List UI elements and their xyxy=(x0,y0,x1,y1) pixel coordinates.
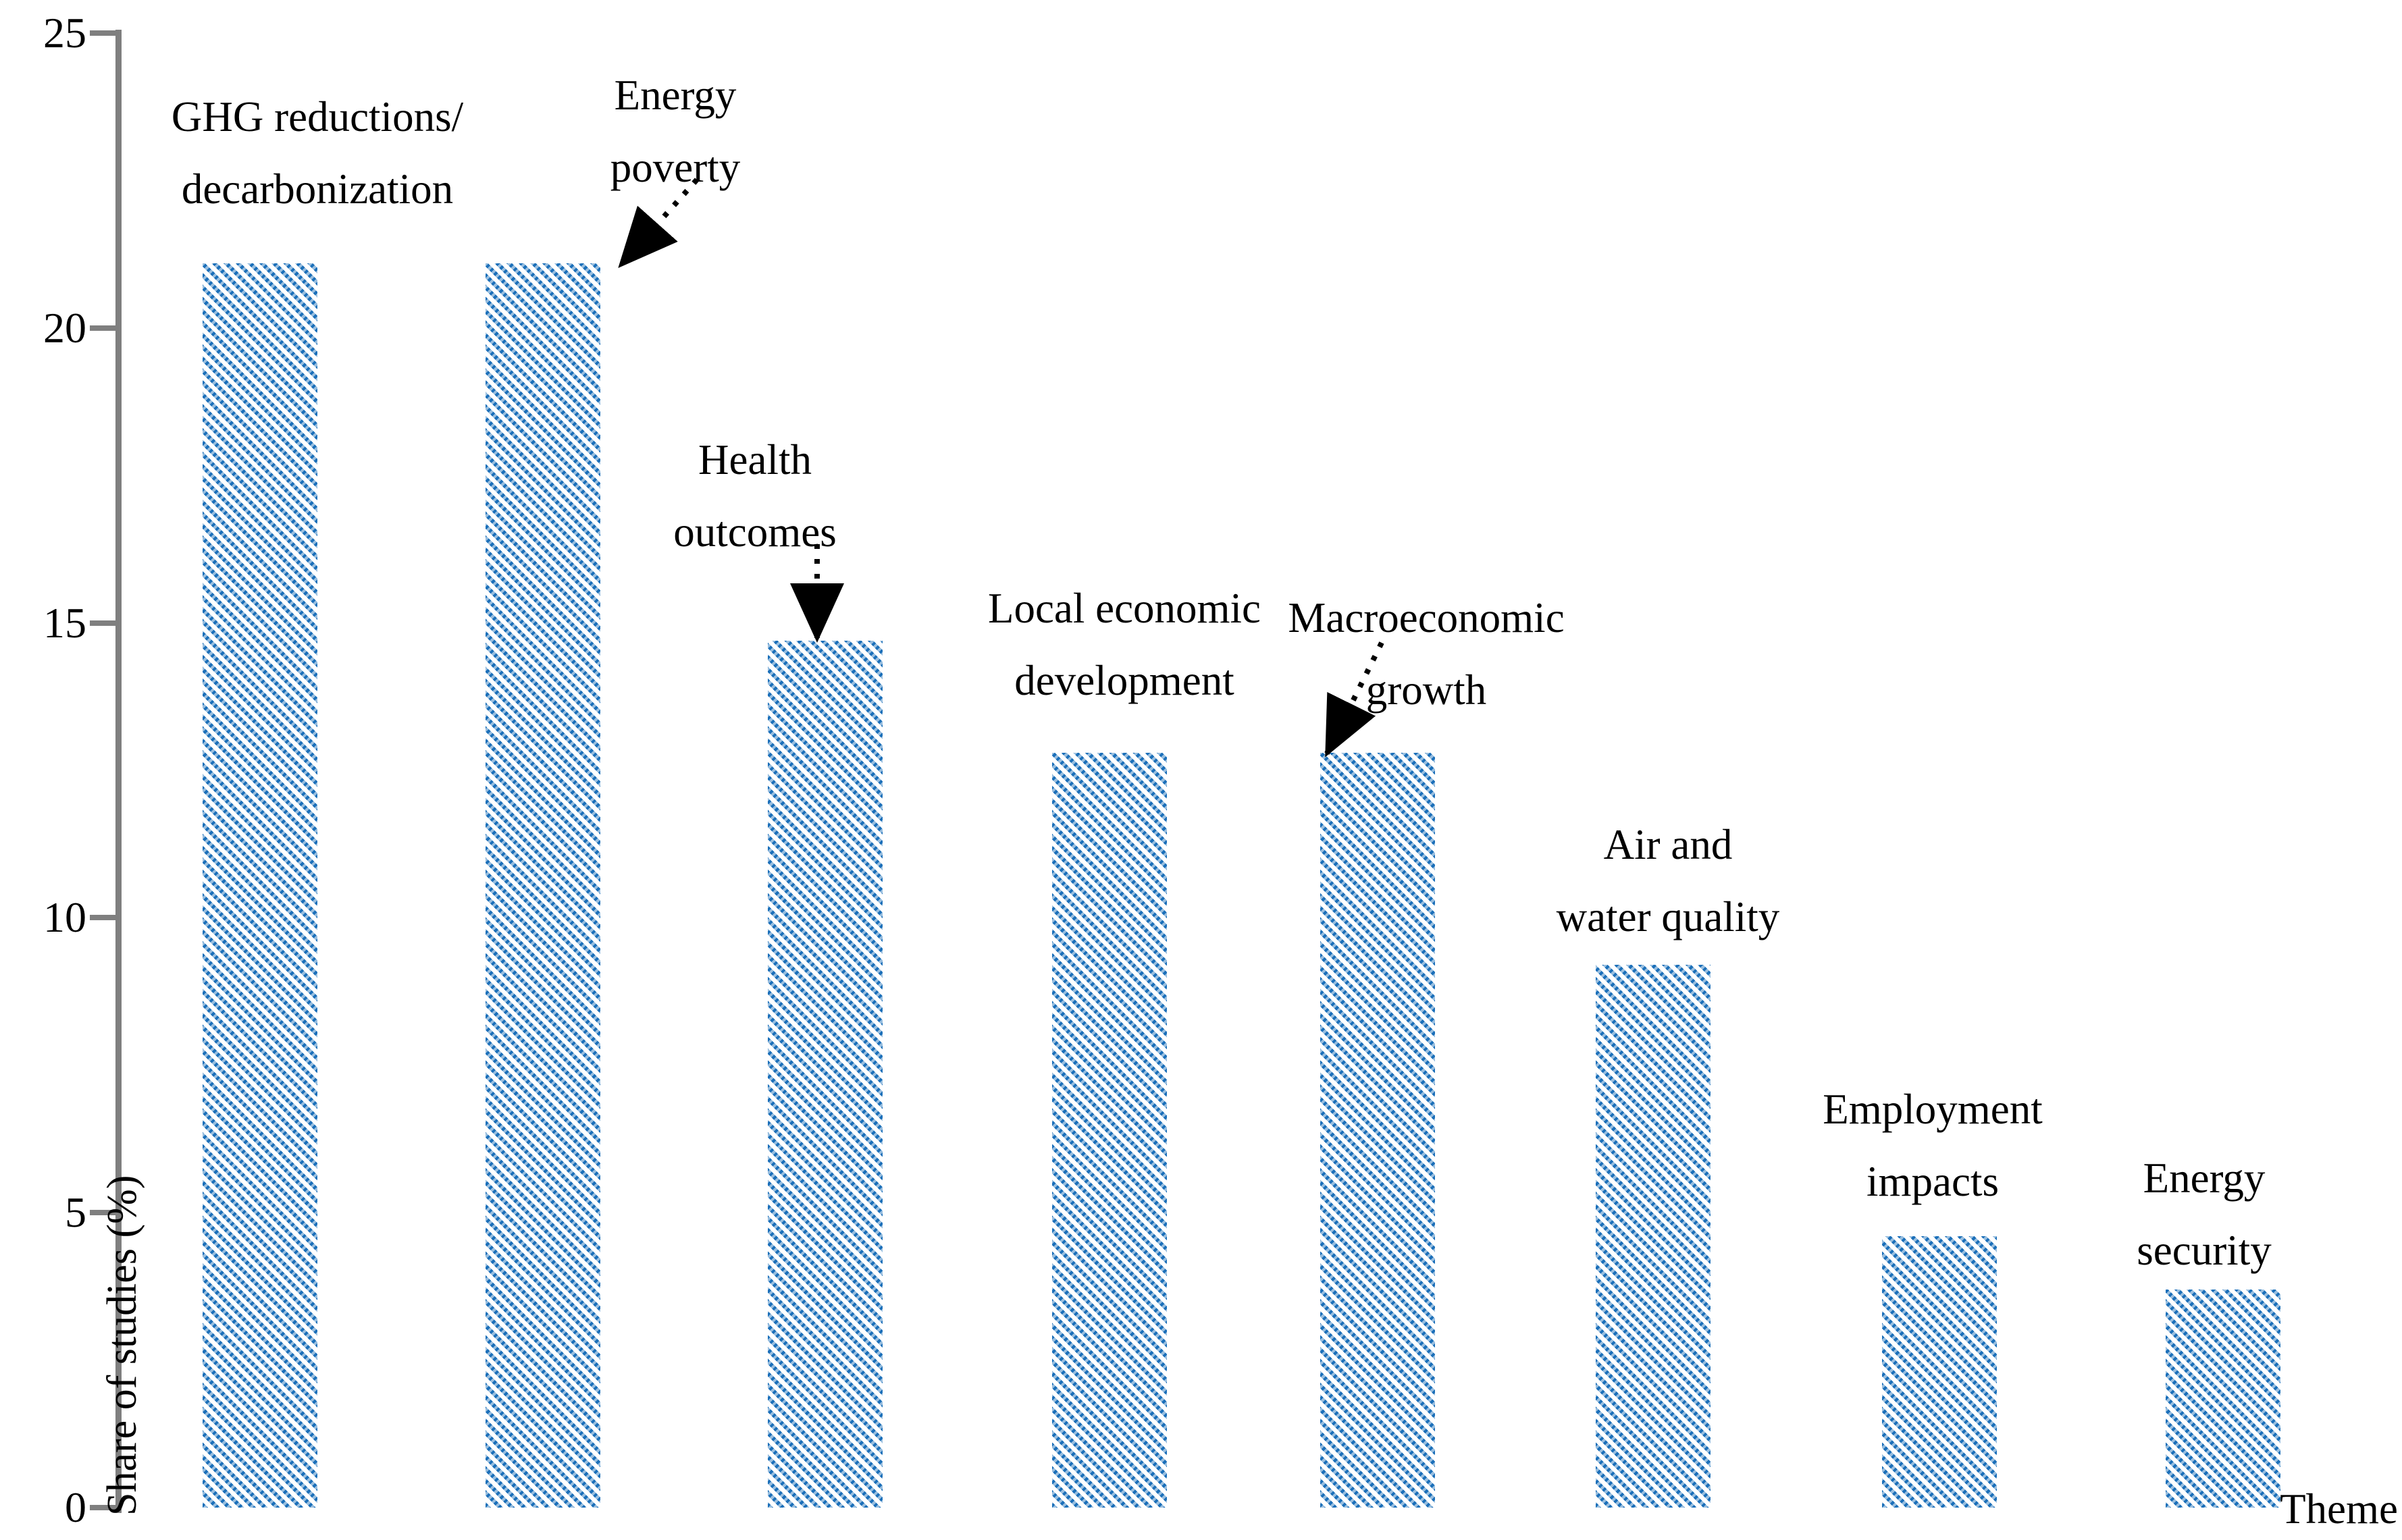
bar-air-and-water-quality xyxy=(1596,965,1711,1508)
y-tick-15 xyxy=(90,620,119,626)
category-label-air-and-water-quality: Air and water quality xyxy=(1556,821,1780,940)
category-label-employment-impacts: Employment impacts xyxy=(1823,1086,2043,1205)
y-tick-25 xyxy=(90,30,119,36)
y-tick-label-0: 0 xyxy=(65,1483,86,1531)
bar-energy-poverty xyxy=(486,263,600,1508)
bar-ghg-reductions-decarbonization xyxy=(203,263,317,1508)
bar-health-outcomes xyxy=(768,641,883,1508)
category-label-local-economic-development: Local economic development xyxy=(987,585,1261,704)
y-tick-label-20: 20 xyxy=(43,303,86,352)
y-tick-20 xyxy=(90,325,119,331)
bar-energy-security xyxy=(2166,1290,2280,1508)
y-axis-title: Share of studies (%) xyxy=(99,1175,145,1516)
y-tick-0 xyxy=(90,1505,119,1510)
y-axis-line xyxy=(115,30,122,1513)
y-tick-10 xyxy=(90,915,119,921)
y-tick-label-5: 5 xyxy=(65,1188,86,1237)
category-label-ghg-reductions-decarbonization: GHG reductions/decarbonization xyxy=(171,93,464,213)
x-axis-title: Theme xyxy=(2280,1485,2398,1533)
category-label-energy-poverty: Energy poverty xyxy=(610,72,741,191)
category-label-macroeconomic-growth: Macroeconomic growth xyxy=(1288,594,1565,714)
bar-employment-impacts xyxy=(1882,1236,1997,1508)
category-label-health-outcomes: Health outcomes xyxy=(673,436,837,556)
category-label-energy-security: Energy security xyxy=(2137,1154,2272,1274)
bar-macroeconomic-growth xyxy=(1320,753,1435,1508)
y-tick-5 xyxy=(90,1210,119,1216)
y-tick-label-15: 15 xyxy=(43,598,86,647)
y-tick-label-10: 10 xyxy=(43,893,86,942)
y-tick-label-25: 25 xyxy=(43,9,86,57)
energy-poverty-arrow xyxy=(618,178,699,268)
macroeconomic-growth-arrow xyxy=(1324,641,1384,758)
bar-local-economic-development xyxy=(1052,753,1167,1508)
